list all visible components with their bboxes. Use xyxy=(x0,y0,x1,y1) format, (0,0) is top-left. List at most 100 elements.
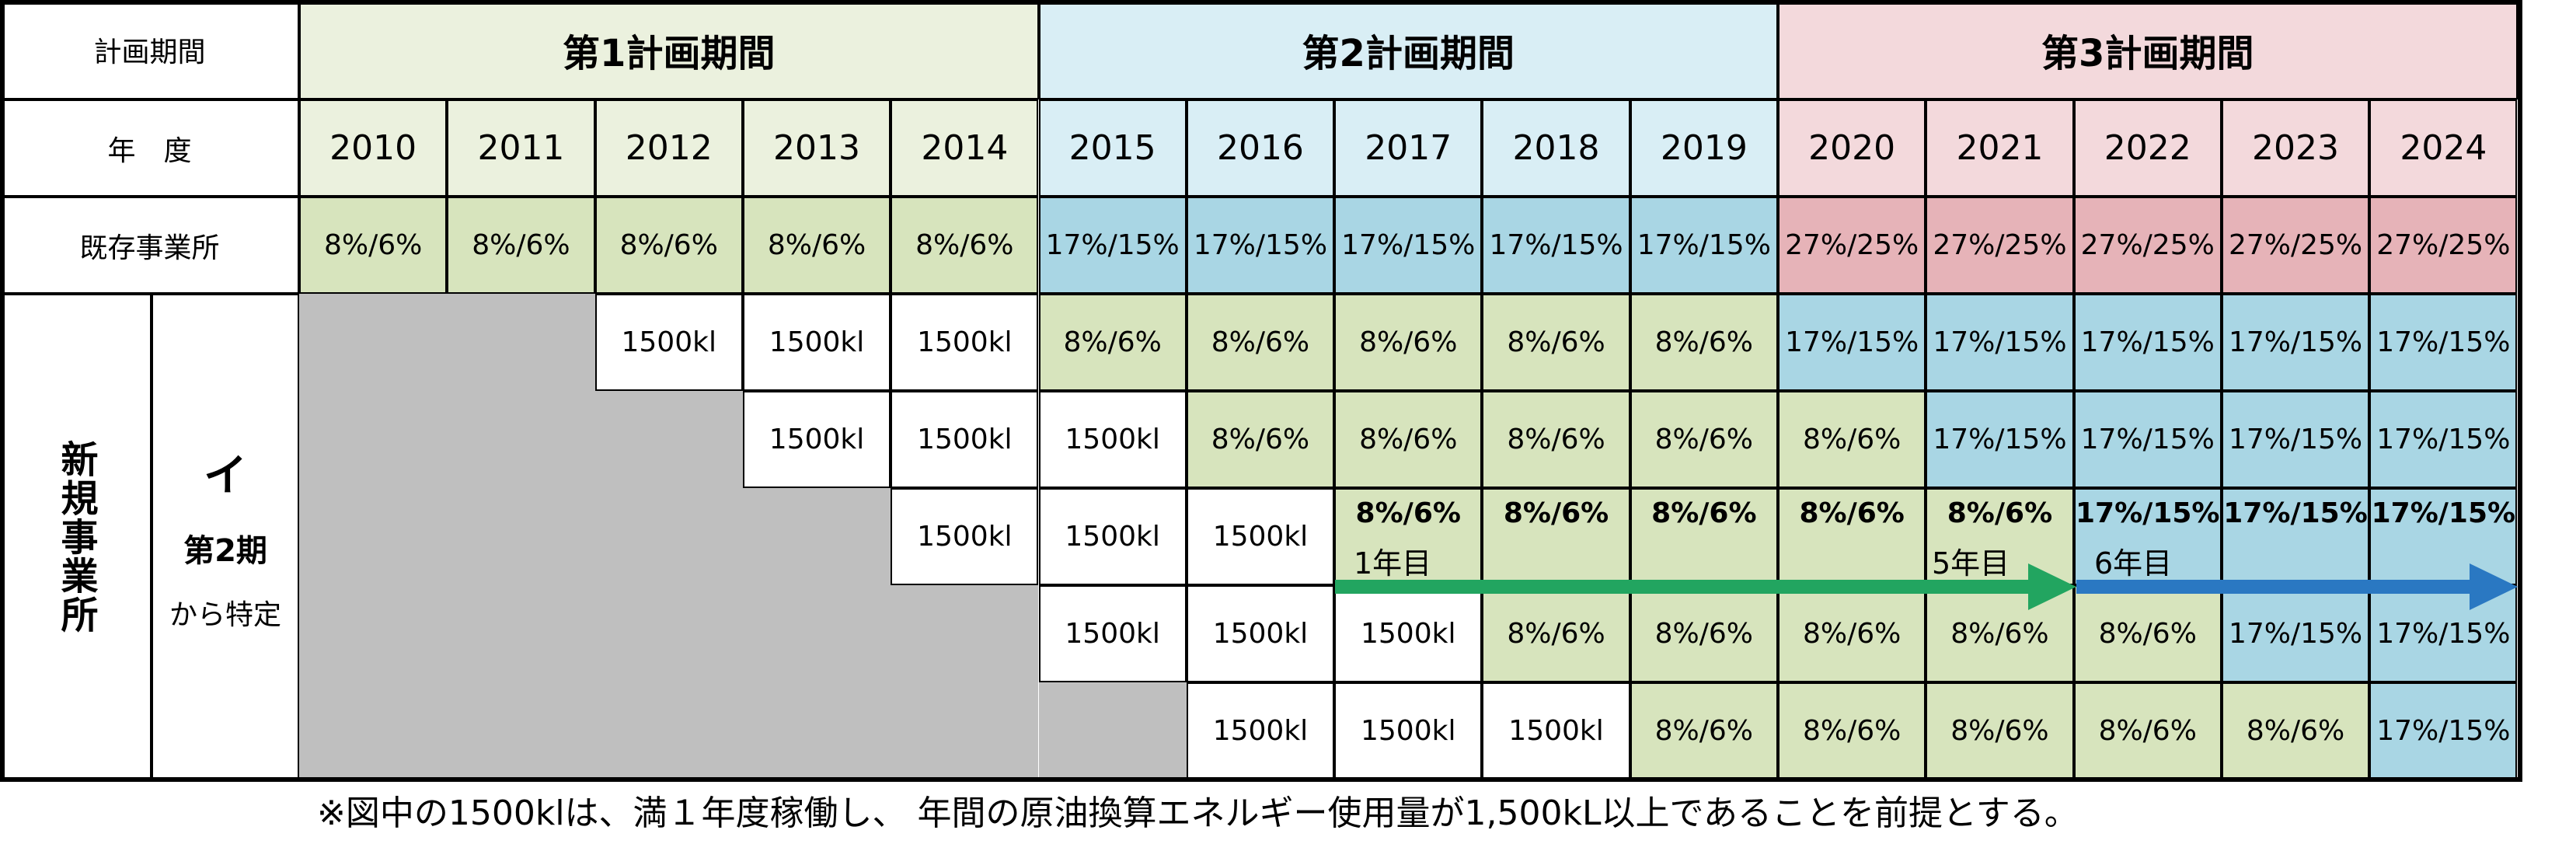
new-office-value: 1500kl xyxy=(891,391,1039,488)
new-office-value: 1500kl xyxy=(891,294,1039,391)
year-2011: 2011 xyxy=(447,99,595,197)
empty-cell xyxy=(299,488,448,585)
existing-value: 8%/6% xyxy=(891,197,1039,294)
year-2015: 2015 xyxy=(1038,99,1187,197)
empty-cell xyxy=(299,682,448,780)
year-2021: 2021 xyxy=(1926,99,2074,197)
new-office-value: 8%/6% xyxy=(1482,488,1630,585)
new-office-value: 17%/15% xyxy=(1926,294,2074,391)
new-office-value: 1500kl xyxy=(1038,585,1187,682)
empty-cell xyxy=(742,488,891,585)
new-office-value: 1500kl xyxy=(1482,682,1630,780)
new-office-value: 8%/6% xyxy=(1630,294,1778,391)
new-office-value: 1500kl xyxy=(1038,391,1187,488)
empty-cell xyxy=(447,294,595,391)
existing-value: 8%/6% xyxy=(447,197,595,294)
new-office-value: 1500kl xyxy=(1334,682,1483,780)
empty-cell xyxy=(299,585,448,682)
new-office-value: 8%/6% xyxy=(1778,585,1926,682)
year-2012: 2012 xyxy=(594,99,743,197)
period-label: 計画期間 xyxy=(0,0,299,99)
annotation-year6: 6年目 xyxy=(2094,546,2173,581)
new-office-value: 8%/6% xyxy=(1778,391,1926,488)
new-office-value: 8%/6% xyxy=(2073,585,2222,682)
year-2016: 2016 xyxy=(1186,99,1335,197)
new-office-value: 17%/15% xyxy=(2369,488,2518,585)
new-office-value: 17%/15% xyxy=(2369,585,2518,682)
year-2019: 2019 xyxy=(1630,99,1778,197)
existing-value: 27%/25% xyxy=(2369,197,2518,294)
new-office-value: 1500kl xyxy=(891,488,1039,585)
empty-cell xyxy=(594,391,743,488)
new-office-value: 8%/6% xyxy=(1926,585,2074,682)
new-office-value: 8%/6% xyxy=(1926,682,2074,780)
new-office-value: 8%/6% xyxy=(1630,391,1778,488)
period-header-3: 第3計画期間 xyxy=(1778,0,2518,99)
year-2024: 2024 xyxy=(2369,99,2518,197)
new-office-value: 8%/6% xyxy=(1482,294,1630,391)
empty-cell xyxy=(594,585,743,682)
new-office-label: 新規事業所 xyxy=(0,294,152,780)
existing-value: 17%/15% xyxy=(1186,197,1335,294)
empty-cell xyxy=(594,488,743,585)
empty-cell xyxy=(299,294,448,391)
new-office-value: 8%/6% xyxy=(1630,488,1778,585)
empty-cell xyxy=(742,585,891,682)
annotation-year1: 1年目 xyxy=(1354,546,1432,581)
annotation-year5: 5年目 xyxy=(1932,546,2010,581)
new-office-value: 8%/6% xyxy=(1778,682,1926,780)
new-office-value: 8%/6% xyxy=(2073,682,2222,780)
category-sub-letter: イ xyxy=(204,451,247,501)
existing-value: 17%/15% xyxy=(1482,197,1630,294)
category-sub-period: 第2期 xyxy=(183,533,267,569)
second-period-category: イ第2期から特定 xyxy=(152,294,299,780)
new-office-value: 17%/15% xyxy=(2369,391,2518,488)
new-office-value: 17%/15% xyxy=(2073,294,2222,391)
empty-cell xyxy=(891,585,1039,682)
year-2023: 2023 xyxy=(2221,99,2370,197)
new-office-value: 1500kl xyxy=(1186,585,1335,682)
category-sub-suffix: から特定 xyxy=(169,599,281,631)
existing-value: 8%/6% xyxy=(299,197,448,294)
existing-value: 17%/15% xyxy=(1630,197,1778,294)
new-office-value: 8%/6% xyxy=(1334,391,1483,488)
existing-office-label: 既存事業所 xyxy=(0,197,299,294)
existing-value: 8%/6% xyxy=(742,197,891,294)
new-office-value: 1500kl xyxy=(1334,585,1483,682)
empty-cell xyxy=(447,585,595,682)
new-office-value: 17%/15% xyxy=(2221,294,2370,391)
existing-value: 17%/15% xyxy=(1038,197,1187,294)
new-office-value: 8%/6% xyxy=(1482,391,1630,488)
empty-cell xyxy=(891,682,1039,780)
new-office-value: 17%/15% xyxy=(2221,585,2370,682)
year-2013: 2013 xyxy=(742,99,891,197)
period-header-2: 第2計画期間 xyxy=(1038,0,1778,99)
new-office-value: 8%/6% xyxy=(2221,682,2370,780)
empty-cell xyxy=(299,391,448,488)
footnote: ※図中の1500klは、満１年度稼働し、 年間の原油換算エネルギー使用量が1,5… xyxy=(317,793,2079,833)
year-2017: 2017 xyxy=(1334,99,1483,197)
empty-cell xyxy=(447,391,595,488)
new-office-value: 17%/15% xyxy=(2369,294,2518,391)
period-header-1: 第1計画期間 xyxy=(299,0,1039,99)
new-office-value: 1500kl xyxy=(594,294,743,391)
new-office-value: 8%/6% xyxy=(1038,294,1187,391)
year-2022: 2022 xyxy=(2073,99,2222,197)
year-2014: 2014 xyxy=(891,99,1039,197)
existing-value: 17%/15% xyxy=(1334,197,1483,294)
year-2010: 2010 xyxy=(299,99,448,197)
existing-value: 27%/25% xyxy=(2221,197,2370,294)
existing-value: 8%/6% xyxy=(594,197,743,294)
year-label: 年 度 xyxy=(0,99,299,197)
new-office-value: 8%/6% xyxy=(1186,294,1335,391)
new-office-value: 8%/6% xyxy=(1186,391,1335,488)
existing-value: 27%/25% xyxy=(2073,197,2222,294)
new-office-value: 8%/6% xyxy=(1482,585,1630,682)
new-office-value: 1500kl xyxy=(1186,488,1335,585)
new-office-value: 17%/15% xyxy=(2221,391,2370,488)
new-office-value: 17%/15% xyxy=(1778,294,1926,391)
new-office-value: 8%/6% xyxy=(1630,682,1778,780)
empty-cell xyxy=(447,488,595,585)
existing-value: 27%/25% xyxy=(1778,197,1926,294)
